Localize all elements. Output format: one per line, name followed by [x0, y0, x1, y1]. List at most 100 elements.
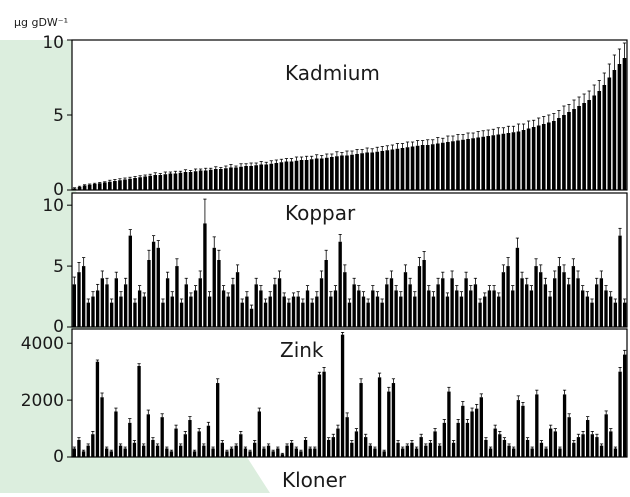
bar: [119, 296, 123, 327]
bar: [183, 434, 187, 457]
bar: [539, 442, 544, 457]
bar: [475, 408, 479, 457]
bar: [254, 284, 258, 327]
bar: [151, 241, 156, 327]
bar: [595, 437, 599, 457]
bar: [368, 445, 372, 457]
bar: [331, 437, 335, 457]
y-tick-label: 5: [53, 106, 64, 126]
bar: [86, 445, 90, 457]
bar: [273, 284, 277, 327]
bar: [259, 290, 263, 327]
bar: [401, 448, 405, 457]
bar: [243, 448, 248, 457]
bar: [229, 448, 234, 457]
bar: [105, 448, 109, 457]
bar: [137, 290, 142, 327]
bar: [572, 442, 576, 457]
bar: [486, 136, 491, 190]
bar: [123, 448, 127, 457]
bar: [447, 391, 451, 457]
bar: [108, 181, 112, 190]
bar: [303, 439, 308, 457]
bar: [552, 121, 556, 190]
bar: [410, 146, 415, 190]
bar: [189, 296, 193, 327]
bar: [364, 437, 368, 457]
bar: [498, 434, 502, 457]
bar: [324, 157, 329, 190]
bar: [158, 175, 163, 190]
bar: [592, 95, 597, 190]
bar: [562, 272, 566, 327]
bar: [202, 445, 206, 457]
bar: [207, 296, 212, 327]
bar: [197, 431, 201, 457]
bar: [572, 109, 576, 190]
bar: [268, 296, 272, 327]
bar: [465, 422, 470, 457]
bar: [431, 296, 436, 327]
y-tick-label: 5: [53, 257, 64, 277]
bar: [567, 284, 571, 327]
bar: [525, 284, 529, 327]
bar: [310, 302, 314, 327]
bar: [114, 278, 118, 327]
bar: [132, 442, 137, 457]
bar: [301, 302, 305, 327]
panel-title-kadmium: Kadmium: [285, 61, 380, 85]
bar: [102, 182, 107, 190]
bar: [289, 161, 294, 190]
bar: [507, 445, 511, 457]
bar: [360, 153, 364, 190]
bar: [100, 278, 104, 327]
x-axis-label: Kloner: [282, 468, 347, 492]
bar: [305, 290, 310, 327]
bar: [263, 302, 268, 327]
bar: [521, 130, 526, 190]
bar: [81, 266, 86, 327]
bar: [322, 371, 326, 457]
bar: [235, 272, 240, 327]
bar: [213, 169, 218, 190]
bar: [599, 445, 604, 457]
y-tick-label: 10: [42, 196, 64, 216]
bar: [309, 159, 314, 190]
bar: [163, 174, 168, 190]
bar: [118, 180, 122, 190]
bar: [451, 442, 456, 457]
bar: [553, 431, 557, 457]
panel-frame-zink: [71, 328, 628, 458]
y-tick-label: 2000: [21, 391, 64, 411]
bar: [389, 278, 394, 327]
bar: [562, 115, 566, 190]
bar: [604, 290, 608, 327]
bar: [225, 451, 229, 457]
bar: [304, 160, 309, 190]
bar: [478, 302, 482, 327]
bar: [582, 103, 586, 190]
bar: [436, 284, 440, 327]
bar: [82, 185, 87, 190]
bar: [479, 397, 483, 457]
bar: [313, 448, 317, 457]
bar: [622, 58, 627, 190]
bar: [203, 170, 208, 190]
y-tick-label: 4000: [21, 334, 64, 354]
bar: [109, 451, 113, 457]
bar: [203, 223, 207, 327]
bar: [408, 284, 412, 327]
bar: [128, 178, 132, 190]
bar: [266, 445, 271, 457]
bar: [382, 451, 386, 457]
bar: [394, 290, 398, 327]
bar: [279, 162, 284, 190]
bar: [327, 439, 331, 457]
bar: [534, 266, 538, 327]
bar: [95, 290, 100, 327]
bar: [385, 150, 390, 190]
bar: [501, 133, 506, 190]
bar: [502, 439, 507, 457]
bar: [425, 145, 430, 190]
bar: [549, 428, 553, 457]
